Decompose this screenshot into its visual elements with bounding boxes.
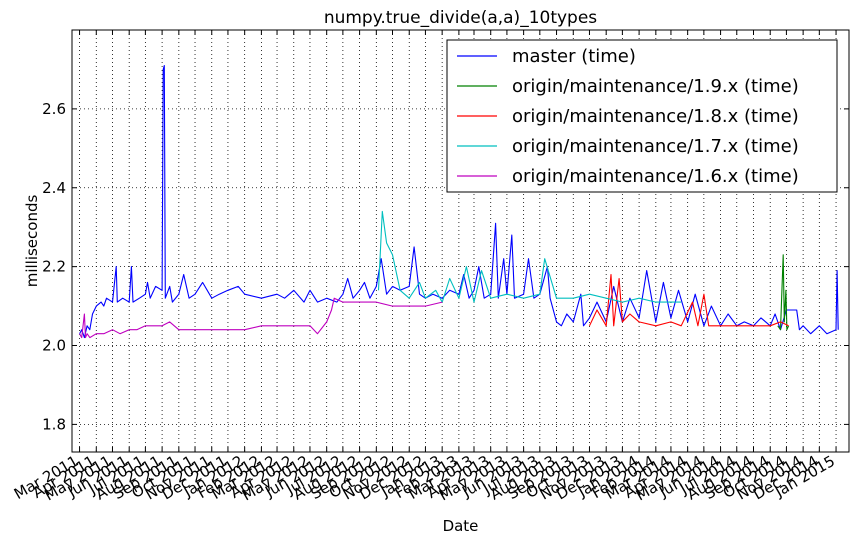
y-tick-label: 2.4 [42,179,66,197]
y-axis-label: milliseconds [23,195,41,288]
series-line-4 [79,297,443,339]
series-line-1 [777,254,790,331]
y-tick-label: 1.8 [42,415,66,433]
series-line-0 [79,64,839,339]
plot-frame [71,29,850,453]
series-line-3 [377,210,682,303]
y-tick-label: 2.2 [42,258,66,276]
legend-entry: master (time) [512,46,636,67]
legend: master (time) origin/maintenance/1.9.x (t… [446,39,838,193]
x-axis-label: Date [443,517,479,535]
y-tick-label: 2.0 [42,337,66,355]
y-tick-label: 2.6 [42,100,66,118]
series-group [79,64,839,339]
legend-entry: origin/maintenance/1.8.x (time) [512,106,799,127]
legend-box [446,39,838,193]
legend-entry: origin/maintenance/1.6.x (time) [512,166,799,187]
chart-title: numpy.true_divide(a,a)_10types [324,8,597,28]
legend-entry: origin/maintenance/1.9.x (time) [512,76,799,97]
legend-entry: origin/maintenance/1.7.x (time) [512,136,799,157]
